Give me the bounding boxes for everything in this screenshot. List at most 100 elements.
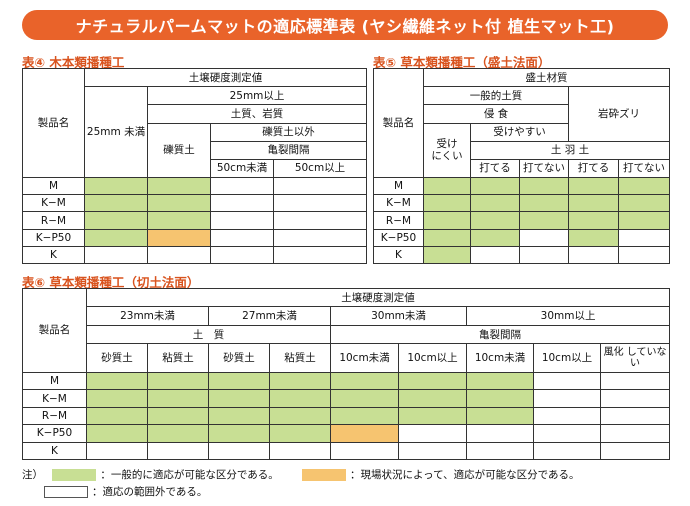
table-row: K−M bbox=[373, 194, 671, 213]
table5-caption: 表⑤ 草本類播種工（盛土法面） bbox=[373, 55, 551, 70]
suitability-cell bbox=[86, 389, 148, 408]
suitability-cell bbox=[84, 228, 148, 247]
table6-sandy-header-1: 砂質土 bbox=[86, 343, 148, 373]
legend-white: ：適応の範囲外である。 bbox=[44, 484, 207, 499]
suitability-cell bbox=[533, 441, 601, 461]
table4-gravel-header: 礫質土 bbox=[147, 122, 211, 179]
suitability-cell bbox=[330, 406, 399, 426]
table5-general-soil-header: 一般的土質 bbox=[423, 86, 569, 106]
legend-white-text: ：適応の範囲外である。 bbox=[92, 486, 208, 498]
suitability-cell bbox=[423, 177, 471, 196]
row-product-name: K−M bbox=[22, 389, 87, 408]
suitability-cell bbox=[568, 194, 619, 213]
table5-tamp-no-2: 打てない bbox=[617, 158, 671, 179]
table-row: K bbox=[22, 245, 367, 265]
suitability-cell bbox=[398, 389, 467, 408]
suitability-cell bbox=[208, 424, 270, 443]
table6-product-header: 製品名 bbox=[22, 288, 87, 373]
row-product-name: K−M bbox=[22, 194, 85, 213]
table6-lt27-header: 27mm未満 bbox=[208, 306, 331, 326]
suitability-cell bbox=[519, 245, 569, 265]
suitability-cell bbox=[147, 389, 209, 408]
table-row: R−M bbox=[22, 406, 671, 426]
suitability-cell bbox=[147, 194, 211, 213]
table4-soil-rock-header: 土質、岩質 bbox=[147, 104, 367, 124]
suitability-cell bbox=[423, 228, 471, 247]
table-row: K−P50 bbox=[373, 228, 671, 247]
table5-hard-to-erode-header: 受け にくい bbox=[423, 122, 471, 179]
suitability-cell bbox=[269, 406, 331, 426]
suitability-cell bbox=[84, 177, 148, 196]
row-product-name: M bbox=[22, 371, 87, 391]
row-product-name: R−M bbox=[22, 406, 87, 426]
suitability-cell bbox=[208, 371, 270, 391]
row-product-name: R−M bbox=[373, 211, 424, 230]
row-product-name: K−M bbox=[373, 194, 424, 213]
table6-body: M K−M R−M K−P50 K bbox=[22, 371, 671, 461]
suitability-cell bbox=[210, 245, 274, 265]
table6-ge30-header: 30mm以上 bbox=[465, 306, 671, 326]
row-product-name: K bbox=[22, 441, 87, 461]
suitability-cell bbox=[273, 177, 367, 196]
page-title: ナチュラルパームマットの適応標準表 (ヤシ繊維ネット付 植生マット工) bbox=[75, 17, 615, 36]
suitability-cell bbox=[208, 441, 270, 461]
legend-green-text: ：一般的に適応が可能な区分である。 bbox=[100, 469, 279, 481]
suitability-cell bbox=[398, 406, 467, 426]
table5-product-header: 製品名 bbox=[373, 67, 424, 179]
legend-orange-text: ：現場状況によって、適応が可能な区分である。 bbox=[350, 469, 580, 481]
suitability-cell bbox=[568, 245, 619, 265]
suitability-cell bbox=[147, 245, 211, 265]
table4-crack-spacing-header: 亀裂間隔 bbox=[210, 140, 367, 160]
legend-orange-swatch bbox=[302, 469, 346, 481]
suitability-cell bbox=[599, 441, 671, 461]
suitability-cell bbox=[86, 371, 148, 391]
legend-orange: ：現場状況によって、適応が可能な区分である。 bbox=[302, 467, 580, 482]
suitability-cell bbox=[330, 424, 399, 443]
table4-ge50-header: 50cm以上 bbox=[273, 158, 367, 179]
suitability-cell bbox=[423, 245, 471, 265]
legend-green: 注） ：一般的に適応が可能な区分である。 bbox=[22, 467, 279, 482]
suitability-cell bbox=[210, 228, 274, 247]
row-product-name: K bbox=[373, 245, 424, 265]
suitability-cell bbox=[519, 211, 569, 230]
suitability-cell bbox=[617, 245, 671, 265]
legend-white-swatch bbox=[44, 486, 88, 498]
suitability-cell bbox=[330, 389, 399, 408]
suitability-cell bbox=[147, 211, 211, 230]
table4-lt25-header: 25mm 未満 bbox=[84, 86, 148, 179]
table4-non-gravel-header: 礫質土以外 bbox=[210, 122, 367, 142]
table5-tamp-no-1: 打てない bbox=[519, 158, 569, 179]
table4-ge25-header: 25mm以上 bbox=[147, 86, 367, 106]
table5-crushed-rock-header: 岩砕ズリ bbox=[567, 86, 671, 142]
table-row: K bbox=[22, 441, 671, 461]
table6-sandy-header-2: 砂質土 bbox=[208, 343, 270, 373]
suitability-cell bbox=[330, 371, 399, 391]
suitability-cell bbox=[519, 228, 569, 247]
row-product-name: K−P50 bbox=[22, 228, 85, 247]
table4-soil-hardness-header: 土壌硬度測定値 bbox=[84, 67, 367, 88]
suitability-cell bbox=[84, 194, 148, 213]
page-title-banner: ナチュラルパームマットの適応標準表 (ヤシ繊維ネット付 植生マット工) bbox=[22, 10, 668, 40]
suitability-cell bbox=[330, 441, 399, 461]
suitability-cell bbox=[423, 211, 471, 230]
legend-green-swatch bbox=[52, 469, 97, 481]
suitability-cell bbox=[599, 371, 671, 391]
table4-woody-seeding: 製品名 土壌硬度測定値 25mm 未満 25mm以上 土質、岩質 礫質土 礫質土… bbox=[22, 67, 367, 265]
suitability-cell bbox=[398, 441, 467, 461]
table-row: K−P50 bbox=[22, 424, 671, 443]
suitability-cell bbox=[86, 424, 148, 443]
suitability-cell bbox=[210, 177, 274, 196]
suitability-cell bbox=[273, 211, 367, 230]
suitability-cell bbox=[617, 228, 671, 247]
suitability-cell bbox=[519, 194, 569, 213]
table6-clay-header-2: 粘質土 bbox=[269, 343, 331, 373]
suitability-cell bbox=[147, 424, 209, 443]
table5-tamp-yes-2: 打てる bbox=[568, 158, 619, 179]
suitability-cell bbox=[533, 424, 601, 443]
suitability-cell bbox=[398, 371, 467, 391]
suitability-cell bbox=[466, 406, 534, 426]
row-product-name: K bbox=[22, 245, 85, 265]
table-row: M bbox=[373, 177, 671, 196]
suitability-cell bbox=[470, 177, 520, 196]
table5-easy-to-erode-header: 受けやすい bbox=[470, 122, 569, 142]
